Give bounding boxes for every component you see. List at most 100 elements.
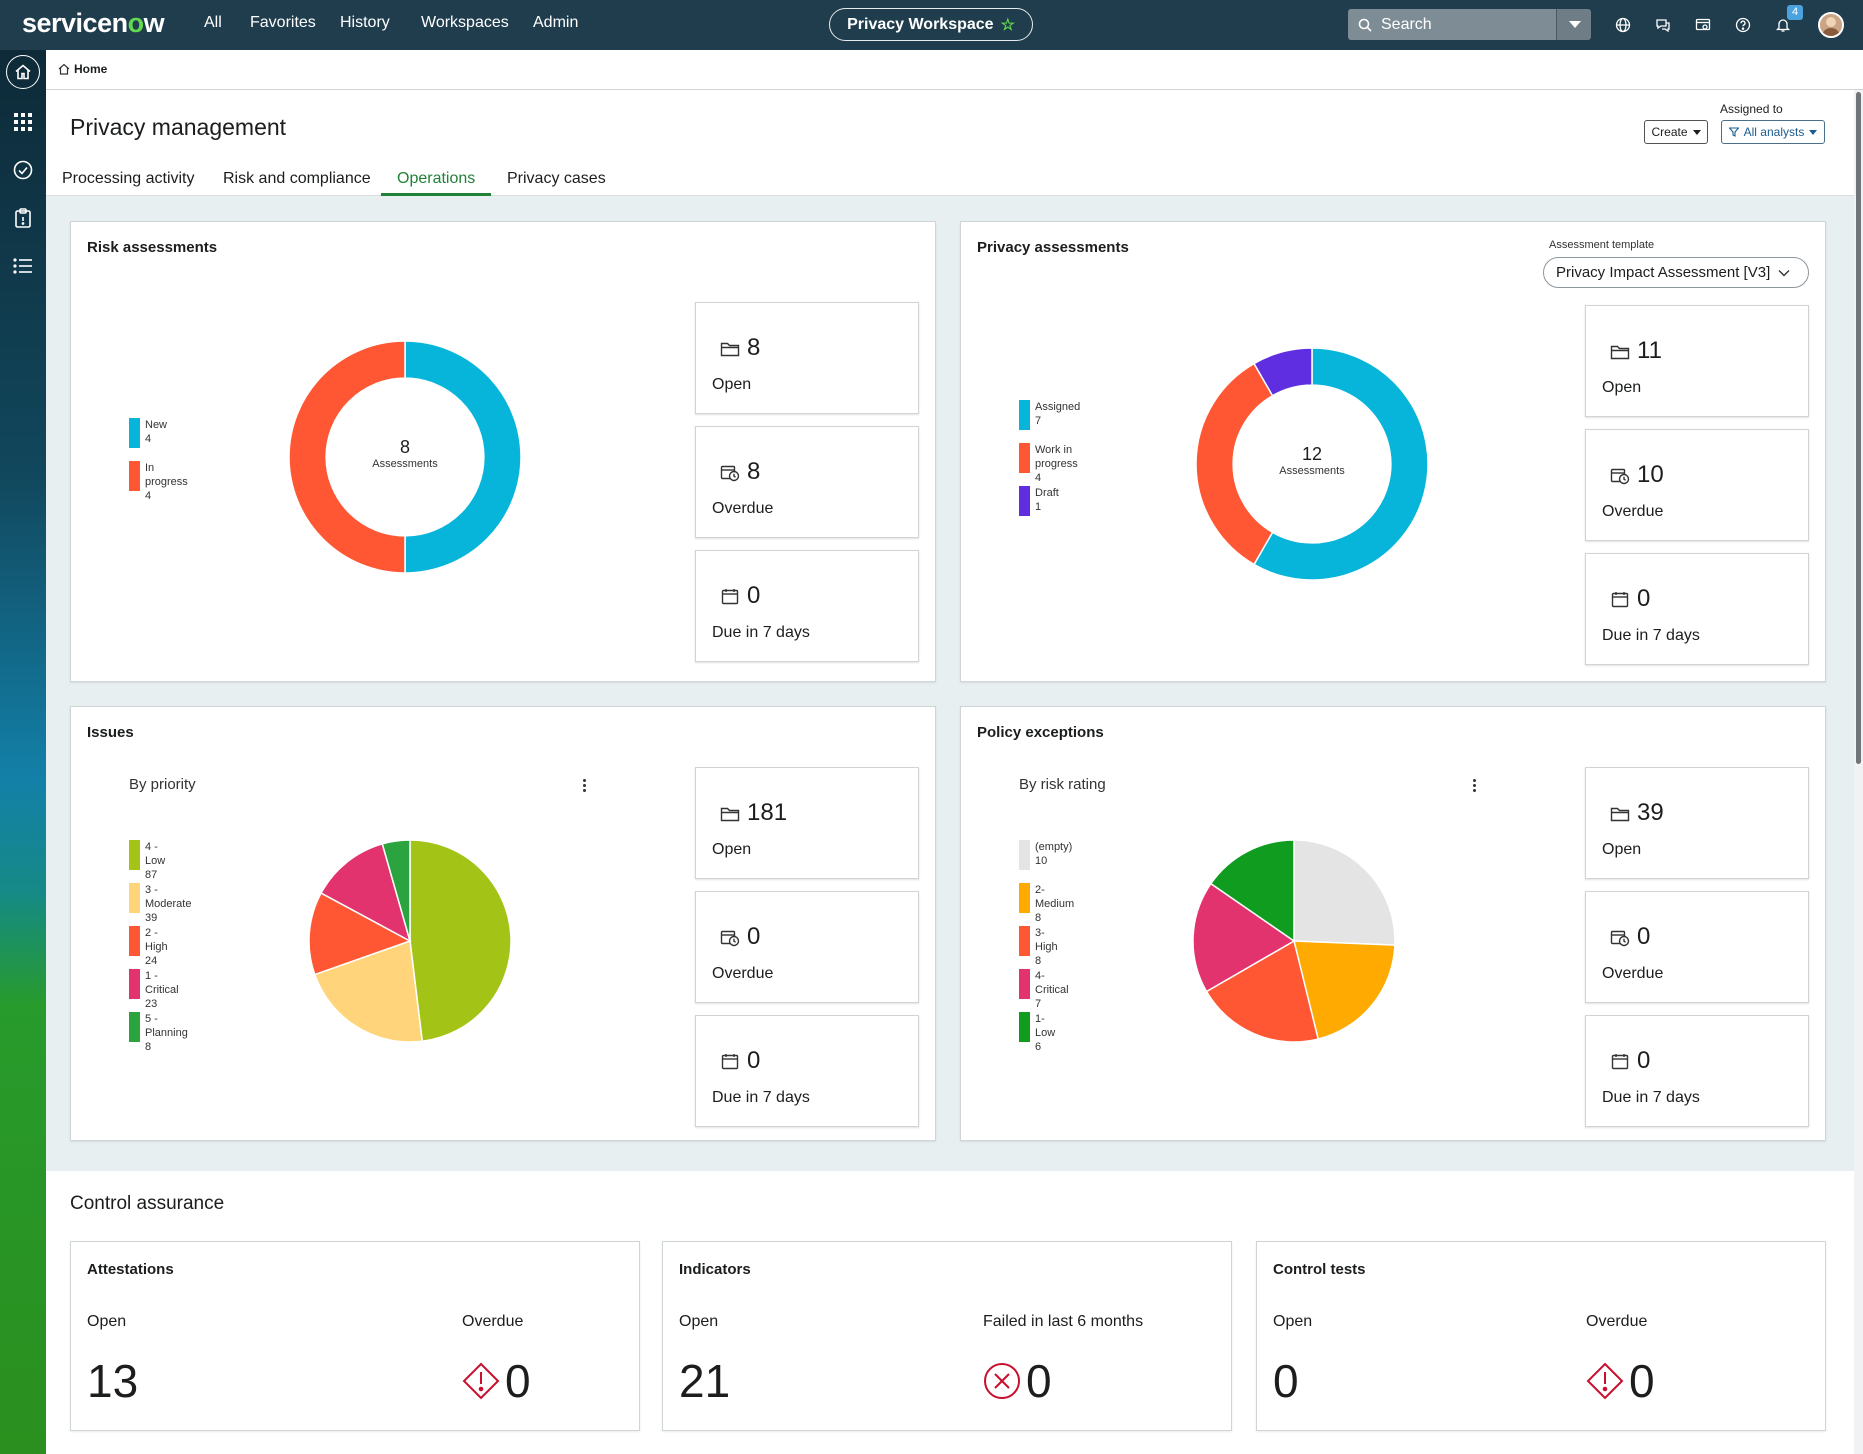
- check-circle-icon[interactable]: [9, 156, 37, 184]
- overdue-stat-tile[interactable]: 0 Overdue: [695, 891, 919, 1003]
- scrollbar-thumb[interactable]: [1856, 92, 1861, 764]
- open-stat-tile[interactable]: 8 Open: [695, 302, 919, 414]
- card-title: Indicators: [679, 1261, 751, 1278]
- slice-draft[interactable]: [1252, 347, 1313, 397]
- slice-assigned[interactable]: [1252, 347, 1429, 581]
- nav-favorites[interactable]: Favorites: [250, 14, 316, 31]
- open-stat-tile[interactable]: 181 Open: [695, 767, 919, 879]
- filter-icon: [1728, 127, 1739, 137]
- global-search-input[interactable]: Search: [1348, 9, 1556, 40]
- slice-in-progress[interactable]: [288, 340, 406, 574]
- chevron-down-icon: [1778, 269, 1790, 276]
- slice-empty[interactable]: [1293, 839, 1396, 946]
- active-tab-indicator: [381, 193, 491, 196]
- nav-history[interactable]: History: [340, 14, 390, 31]
- due-in-7-days-stat-tile[interactable]: 0 Due in 7 days: [1585, 553, 1809, 665]
- open-value: 0: [1273, 1355, 1299, 1407]
- calendar-clock-icon: [1610, 930, 1630, 947]
- globe-icon[interactable]: [1611, 13, 1635, 37]
- warning-diamond-icon: [1586, 1362, 1624, 1400]
- slice-4-critical[interactable]: [1192, 882, 1296, 993]
- slice-5-planning[interactable]: [381, 839, 411, 942]
- slice-4-low[interactable]: [409, 839, 512, 1043]
- overdue-stat-tile[interactable]: 0 Overdue: [1585, 891, 1809, 1003]
- list-icon[interactable]: [9, 252, 37, 280]
- overdue-stat-tile[interactable]: 10 Overdue: [1585, 429, 1809, 541]
- tab-processing-activity[interactable]: Processing activity: [62, 170, 195, 187]
- slice-2-medium[interactable]: [1293, 940, 1396, 1040]
- assigned-to-filter-button[interactable]: All analysts: [1721, 120, 1825, 144]
- open-value: 21: [679, 1355, 731, 1407]
- clipboard-icon[interactable]: [9, 204, 37, 232]
- page-header: Privacy management Create Assigned to Al…: [46, 90, 1854, 196]
- scripts-icon[interactable]: [1691, 13, 1715, 37]
- star-icon[interactable]: ☆: [1000, 16, 1015, 34]
- slice-1-low[interactable]: [1209, 839, 1295, 943]
- tab-operations[interactable]: Operations: [397, 170, 476, 187]
- donut-center: 8 Assessments: [372, 437, 438, 470]
- folder-icon: [720, 342, 740, 357]
- slice-new[interactable]: [404, 340, 522, 574]
- grid-icon[interactable]: [9, 108, 37, 136]
- slice-work-in-progress[interactable]: [1195, 362, 1274, 566]
- help-icon[interactable]: [1731, 13, 1755, 37]
- operations-dashboard: Risk assessments New 4 In progress 4 8 Asse…: [46, 196, 1854, 1171]
- open-stat-tile[interactable]: 39 Open: [1585, 767, 1809, 879]
- indicators-card[interactable]: Indicators Open 21 Failed in last 6 mont…: [662, 1241, 1232, 1431]
- chart-subtitle: By priority: [129, 776, 196, 793]
- due-in-7-days-stat-tile[interactable]: 0 Due in 7 days: [1585, 1015, 1809, 1127]
- home-icon: [58, 63, 70, 75]
- overdue-label: Overdue: [1586, 1313, 1648, 1330]
- chevron-down-icon: [1692, 129, 1701, 135]
- page-scrollbar[interactable]: [1854, 90, 1863, 1454]
- servicenow-logo[interactable]: servicenow: [22, 8, 165, 38]
- create-button[interactable]: Create: [1644, 120, 1708, 144]
- home-icon[interactable]: [6, 55, 40, 89]
- more-options-icon[interactable]: [583, 779, 587, 793]
- slice-2-high[interactable]: [308, 892, 412, 976]
- search-scope-dropdown[interactable]: [1556, 9, 1591, 40]
- assessment-template-value: Privacy Impact Assessment [V3]: [1556, 264, 1771, 281]
- breadcrumb-home-label: Home: [74, 62, 108, 76]
- nav-admin[interactable]: Admin: [533, 14, 579, 31]
- top-navigation-bar: servicenow All Favorites History Workspa…: [0, 0, 1863, 50]
- privacy-donut-chart[interactable]: [1194, 346, 1430, 582]
- assessment-template-select[interactable]: Privacy Impact Assessment [V3]: [1543, 257, 1809, 288]
- nav-workspaces[interactable]: Workspaces: [421, 14, 509, 31]
- overdue-stat-tile[interactable]: 8 Overdue: [695, 426, 919, 538]
- user-avatar[interactable]: [1818, 12, 1844, 38]
- nav-all[interactable]: All: [204, 14, 222, 31]
- due-in-7-days-stat-tile[interactable]: 0 Due in 7 days: [695, 1015, 919, 1127]
- page-title: Privacy management: [70, 114, 287, 140]
- tab-risk-and-compliance[interactable]: Risk and compliance: [223, 170, 371, 187]
- bell-icon[interactable]: [1771, 13, 1795, 37]
- overdue-value: 0: [505, 1355, 531, 1407]
- issues-pie-chart[interactable]: [307, 838, 513, 1044]
- open-label: Open: [87, 1313, 127, 1330]
- assigned-to-value: All analysts: [1743, 125, 1805, 139]
- failed-label: Failed in last 6 months: [983, 1313, 1144, 1330]
- slice-1-critical[interactable]: [320, 842, 412, 943]
- slice-3-high[interactable]: [1205, 939, 1320, 1043]
- breadcrumb-home[interactable]: Home: [58, 62, 107, 76]
- open-value: 13: [87, 1355, 139, 1407]
- workspace-label: Privacy Workspace: [847, 15, 994, 33]
- chat-icon[interactable]: [1651, 13, 1675, 37]
- breadcrumb-bar: Home: [46, 50, 1863, 90]
- due-in-7-days-stat-tile[interactable]: 0 Due in 7 days: [695, 550, 919, 662]
- control-assurance-section: Control assurance Attestations Open 13 O…: [46, 1171, 1854, 1454]
- workspace-pill[interactable]: Privacy Workspace ☆: [829, 8, 1033, 41]
- tab-privacy-cases[interactable]: Privacy cases: [507, 170, 606, 187]
- search-icon: [1358, 18, 1372, 32]
- open-stat-tile[interactable]: 11 Open: [1585, 305, 1809, 417]
- slice-3-moderate[interactable]: [313, 939, 424, 1043]
- open-label: Open: [1273, 1313, 1313, 1330]
- control-tests-card[interactable]: Control tests Open 0 Overdue 0: [1256, 1241, 1826, 1431]
- card-title: Policy exceptions: [977, 724, 1104, 741]
- exceptions-pie-chart[interactable]: [1191, 838, 1397, 1044]
- more-options-icon[interactable]: [1473, 779, 1477, 793]
- calendar-icon: [1611, 592, 1629, 608]
- attestations-card[interactable]: Attestations Open 13 Overdue 0: [70, 1241, 640, 1431]
- risk-donut-chart[interactable]: [287, 339, 523, 575]
- overdue-value: 0: [1629, 1355, 1655, 1407]
